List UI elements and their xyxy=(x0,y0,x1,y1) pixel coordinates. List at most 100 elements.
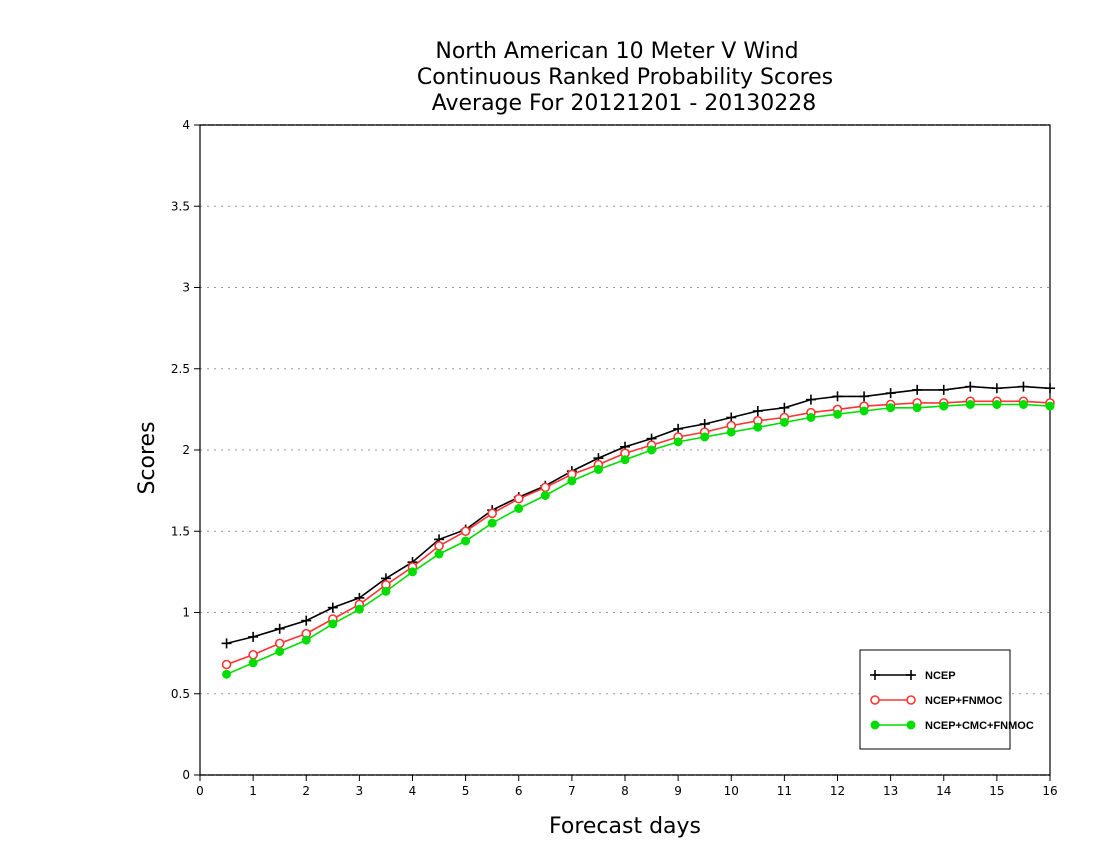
x-tick-label: 8 xyxy=(621,784,629,798)
data-point-plus xyxy=(221,638,232,649)
data-point-plus xyxy=(327,602,338,613)
data-point-filled-circle xyxy=(540,491,550,500)
data-point-open-circle xyxy=(221,659,232,670)
data-point-filled-circle xyxy=(939,401,949,411)
legend-entry-1: NCEP xyxy=(870,670,956,682)
x-tick-label: 4 xyxy=(409,784,417,798)
data-point-filled-circle xyxy=(779,417,789,427)
data-point-filled-circle xyxy=(408,567,417,577)
series-2 xyxy=(221,396,1055,670)
data-point-plus xyxy=(274,623,285,634)
legend-entry-2: NCEP+FNMOC xyxy=(870,695,1002,707)
y-tick-label: 4 xyxy=(182,118,190,132)
data-point-filled-circle xyxy=(647,445,657,455)
data-point-plus xyxy=(779,402,790,413)
x-tick-label: 7 xyxy=(568,784,576,798)
data-point-open-circle xyxy=(434,541,444,551)
data-point-filled-circle xyxy=(1018,400,1028,409)
data-point-filled-circle xyxy=(328,619,338,629)
legend-entry-3: NCEP+CMC+FNMOC xyxy=(870,720,1034,732)
x-tick-label: 3 xyxy=(356,784,364,798)
y-tick-label: 3 xyxy=(182,281,190,295)
data-point-filled-circle xyxy=(906,720,916,730)
x-tick-label: 13 xyxy=(883,784,898,798)
x-tick-label: 9 xyxy=(674,784,682,798)
data-point-plus xyxy=(1045,383,1055,394)
x-tick-label: 16 xyxy=(1042,784,1057,798)
data-point-plus xyxy=(885,388,896,399)
data-point-filled-circle xyxy=(965,400,975,409)
y-tick-label: 2.5 xyxy=(171,362,190,376)
data-point-open-circle xyxy=(487,508,497,519)
data-point-filled-circle xyxy=(593,465,603,474)
data-point-plus xyxy=(301,615,312,626)
x-tick-label: 6 xyxy=(515,784,523,798)
data-point-plus xyxy=(1018,381,1029,392)
x-axis-ticks: 0 1 2 3 4 5 6 7 8 9 10 11 12 13 14 15 16 xyxy=(196,775,1058,798)
data-point-open-circle xyxy=(248,649,258,660)
y-tick-label: 1.5 xyxy=(171,524,190,538)
x-tick-label: 1 xyxy=(249,784,257,798)
data-point-plus xyxy=(991,383,1002,394)
series-line xyxy=(226,385,1051,645)
x-tick-label: 5 xyxy=(462,784,470,798)
data-point-filled-circle xyxy=(514,504,524,513)
data-point-filled-circle xyxy=(992,400,1002,409)
y-tick-label: 2 xyxy=(182,443,190,457)
series-line xyxy=(226,403,1051,676)
chart-title-line-2: Continuous Ranked Probability Scores xyxy=(417,65,833,90)
data-point-filled-circle xyxy=(461,536,471,546)
data-point-filled-circle xyxy=(673,437,683,447)
chart-title-line-3: Average For 20121201 - 20130228 xyxy=(432,91,817,116)
data-point-open-circle xyxy=(460,526,471,537)
data-point-open-circle xyxy=(870,695,880,705)
data-point-plus xyxy=(752,406,763,416)
data-point-filled-circle xyxy=(859,406,869,416)
data-point-filled-circle xyxy=(1045,401,1055,411)
data-point-filled-circle xyxy=(870,720,880,730)
data-point-plus xyxy=(870,670,880,680)
data-point-plus xyxy=(906,670,916,680)
series-1 xyxy=(221,381,1055,649)
y-axis-ticks: 0 0.5 1 1.5 2 2.5 3 3.5 4 xyxy=(171,118,200,782)
data-point-filled-circle xyxy=(275,647,285,656)
y-tick-label: 1 xyxy=(182,606,190,620)
series-line xyxy=(226,400,1051,666)
data-point-plus xyxy=(912,384,923,395)
data-point-filled-circle xyxy=(806,413,816,422)
data-point-filled-circle xyxy=(912,403,922,413)
data-point-plus xyxy=(805,394,816,405)
legend-label: NCEP xyxy=(925,670,956,682)
data-point-open-circle xyxy=(906,695,916,705)
grid xyxy=(200,205,1050,695)
data-point-filled-circle xyxy=(753,422,763,432)
y-axis-label: Scores xyxy=(135,421,160,494)
x-tick-label: 12 xyxy=(830,784,845,798)
data-point-filled-circle xyxy=(381,586,391,596)
data-point-filled-circle xyxy=(301,635,311,645)
x-tick-label: 11 xyxy=(777,784,792,798)
data-point-filled-circle xyxy=(620,455,630,465)
series-3 xyxy=(222,400,1055,679)
data-point-filled-circle xyxy=(222,669,232,679)
y-tick-label: 0.5 xyxy=(171,687,190,701)
y-tick-label: 3.5 xyxy=(171,199,190,213)
data-point-open-circle xyxy=(513,493,524,504)
legend-label: NCEP+FNMOC xyxy=(925,695,1002,707)
legend-entries: NCEP NCEP+FNMOC NCEP+CMC+FNMOC xyxy=(870,670,1034,732)
data-point-filled-circle xyxy=(833,409,842,419)
data-point-plus xyxy=(938,384,949,395)
chart-title: North American 10 Meter V Wind Continuou… xyxy=(417,39,833,116)
data-point-plus xyxy=(248,631,259,642)
legend: NCEP NCEP+FNMOC NCEP+CMC+FNMOC xyxy=(859,649,1034,750)
data-point-plus xyxy=(832,391,843,402)
data-point-filled-circle xyxy=(434,549,444,559)
data-point-filled-circle xyxy=(354,604,364,614)
data-point-filled-circle xyxy=(248,658,258,668)
data-point-plus xyxy=(859,391,870,402)
x-tick-label: 10 xyxy=(724,784,739,798)
series-layer xyxy=(221,381,1055,679)
x-tick-label: 0 xyxy=(196,784,204,798)
x-tick-label: 14 xyxy=(936,784,951,798)
